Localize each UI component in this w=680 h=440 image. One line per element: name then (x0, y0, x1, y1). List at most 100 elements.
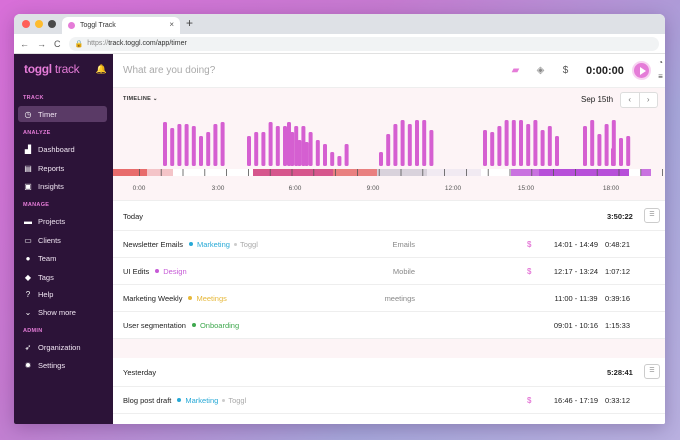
entry-project[interactable]: Onboarding (191, 321, 239, 330)
back-icon[interactable]: ← (20, 38, 29, 49)
sidebar-item-tags[interactable]: ◆ Tags (24, 272, 54, 282)
url-field[interactable]: 🔒 https://track.toggl.com/app/timer (68, 36, 659, 51)
timeline-segment[interactable] (539, 169, 629, 176)
project-folder-icon[interactable]: ▰ (511, 65, 520, 76)
entry-duration[interactable]: 0:48:21 (605, 239, 631, 249)
billable-icon[interactable]: $ (527, 395, 532, 405)
entry-description[interactable]: UI Edits (123, 266, 150, 276)
activity-bar (526, 124, 531, 166)
entry-project[interactable]: Marketing (177, 396, 218, 405)
entry-duration[interactable]: 0:39:16 (605, 293, 631, 303)
tag-select-icon[interactable]: ◈ (536, 65, 545, 76)
timeline-segment[interactable] (641, 169, 651, 176)
close-window-button[interactable] (22, 20, 30, 28)
billable-icon[interactable]: $ (527, 266, 532, 276)
time-entry-row[interactable]: Marketing Weekly Meetings meetings 11:00 - … (113, 284, 665, 311)
sidebar-item-settings[interactable]: ✹ Settings (24, 360, 66, 370)
new-tab-button[interactable]: + (186, 16, 194, 30)
billable-toggle-icon[interactable]: $ (562, 65, 569, 76)
sidebar-item-insights[interactable]: ▣ Insights (24, 181, 64, 191)
time-entry-row[interactable]: UI Edits Design Mobile $12:17 - 13:24 1:07:1… (113, 257, 665, 284)
activity-bar (415, 120, 419, 166)
bell-icon[interactable]: 🔔 (95, 64, 107, 74)
entry-duration[interactable]: 1:03:50 (605, 423, 630, 425)
entry-tag[interactable]: meetings (384, 293, 415, 303)
entry-time-range[interactable]: 11:00 - 11:39 (554, 293, 598, 303)
timeline-hour-label: 18:00 (603, 185, 620, 192)
entry-description[interactable]: Blog post draft (123, 395, 172, 405)
timeline-tick (422, 169, 424, 176)
time-entry-row[interactable]: User segmentation Onboarding 09:01 - 10:16… (113, 311, 665, 338)
bulk-edit-icon[interactable]: ☰ (644, 364, 660, 379)
activity-bar (287, 122, 291, 166)
entry-time-range[interactable]: 16:46 - 17:19 (553, 395, 599, 405)
timer-mode-icon[interactable]: ◔ (658, 58, 663, 67)
entry-project[interactable]: Meetings (188, 294, 227, 303)
insights-icon: ▣ (24, 181, 32, 191)
activity-bar (511, 120, 516, 166)
timeline-segment[interactable] (511, 169, 539, 176)
minimize-window-button[interactable] (35, 20, 43, 28)
close-tab-icon[interactable]: × (169, 20, 174, 29)
view-mode-switch: ◔ ≡ (658, 58, 663, 81)
time-entry-row[interactable]: Newsletter Emails Marketing Toggl Emails $14… (113, 230, 665, 257)
entry-time-range[interactable]: 15:07 - 16:10 (553, 423, 599, 425)
timeline-segment[interactable] (481, 169, 511, 176)
timeline-segment[interactable] (113, 169, 147, 176)
next-day-button[interactable]: › (646, 95, 650, 104)
entry-time-range[interactable]: 12:17 - 13:24 (553, 266, 599, 276)
entry-project[interactable]: Marketing (189, 240, 230, 249)
timeline-segment[interactable] (333, 169, 377, 176)
reload-icon[interactable]: C (54, 38, 61, 49)
manual-mode-icon[interactable]: ≡ (658, 72, 663, 81)
toggl-app: toggl track 🔔 TRACK ◷ Timer ANALYZE ▟ Dash… (14, 54, 665, 424)
clients-icon: ▭ (24, 235, 32, 245)
timeline-segment[interactable] (629, 169, 641, 176)
timeline-segment[interactable] (253, 169, 333, 176)
entry-project[interactable]: Design (155, 267, 187, 276)
start-timer-button[interactable] (631, 61, 651, 80)
entry-description[interactable]: Newsletter Emails (123, 239, 184, 249)
sidebar-item-reports[interactable]: ▤ Reports (24, 163, 65, 173)
timeline-segment[interactable] (147, 169, 173, 176)
forward-icon[interactable]: → (37, 38, 46, 49)
previous-day-button[interactable]: ‹ (621, 93, 640, 107)
entry-duration[interactable]: 1:15:33 (605, 320, 631, 330)
sidebar-item-dashboard[interactable]: ▟ Dashboard (24, 144, 75, 154)
maximize-window-button[interactable] (48, 20, 56, 28)
entry-description[interactable]: User segmentation (123, 320, 186, 330)
browser-tab[interactable]: Toggl Track × (62, 17, 180, 34)
entry-description[interactable]: Testing time tracking apps (123, 423, 210, 425)
timeline-date-nav: ‹ › (620, 92, 658, 108)
entry-time-range[interactable]: 14:01 - 14:49 (553, 239, 599, 249)
entry-tag[interactable]: Mobile (392, 266, 415, 276)
time-entry-row[interactable]: Blog post draft Marketing Toggl $16:46 - 17… (113, 386, 665, 413)
sidebar-item-organization[interactable]: ➶ Organization (24, 342, 81, 352)
timeline-label[interactable]: TIMELINE ⌄ (123, 96, 158, 102)
billable-icon[interactable]: $ (527, 239, 532, 249)
activity-bar (308, 132, 313, 166)
sidebar-item-show-more[interactable]: ⌄ Show more (24, 307, 76, 317)
description-input[interactable]: What are you doing? (123, 65, 216, 76)
sidebar-item-timer[interactable]: ◷ Timer (18, 106, 107, 122)
timeline-segment[interactable] (377, 169, 427, 176)
time-entry-row[interactable]: Testing time tracking apps 15:07 - 16:10 1… (113, 413, 665, 424)
toggl-logo[interactable]: toggl track (24, 62, 80, 76)
entry-duration[interactable]: 1:07:12 (605, 266, 631, 276)
timeline-segment[interactable] (427, 169, 481, 176)
entry-duration[interactable]: 0:33:12 (605, 395, 631, 405)
timeline-segment[interactable] (173, 169, 253, 176)
sidebar-item-team[interactable]: ● Team (25, 253, 57, 263)
time-entries-list: Today 3:50:22 ☰ Newsletter Emails Marketing T… (113, 202, 665, 424)
activity-bar (590, 120, 595, 166)
timer-display[interactable]: 0:00:00 (586, 64, 624, 77)
sidebar-item-clients[interactable]: ▭ Clients (24, 235, 61, 245)
entry-description[interactable]: Marketing Weekly (123, 293, 183, 303)
sidebar-item-projects[interactable]: ▬ Projects (24, 216, 66, 226)
timeline-tick (313, 169, 315, 176)
activity-bar (315, 140, 320, 166)
bulk-edit-icon[interactable]: ☰ (644, 208, 660, 223)
entry-tag[interactable]: Emails (392, 239, 415, 249)
sidebar-item-help[interactable]: ? Help (25, 289, 54, 299)
entry-time-range[interactable]: 09:01 - 10:16 (553, 320, 599, 330)
